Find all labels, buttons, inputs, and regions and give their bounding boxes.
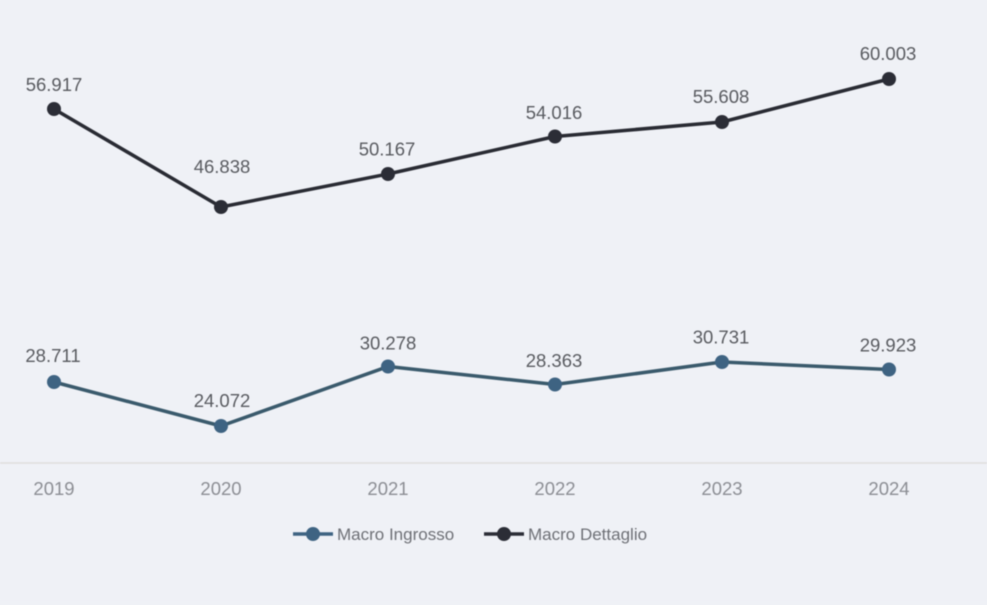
svg-text:Macro Ingrosso: Macro Ingrosso: [337, 525, 454, 544]
svg-text:Macro Dettaglio: Macro Dettaglio: [528, 525, 647, 544]
svg-text:55.608: 55.608: [693, 86, 750, 107]
svg-text:60.003: 60.003: [860, 43, 917, 64]
svg-text:2021: 2021: [367, 478, 408, 499]
svg-text:30.278: 30.278: [360, 333, 417, 354]
svg-text:28.711: 28.711: [25, 345, 80, 366]
svg-text:46.838: 46.838: [194, 156, 251, 177]
svg-text:2023: 2023: [701, 478, 742, 499]
svg-text:2022: 2022: [534, 478, 575, 499]
svg-text:2019: 2019: [33, 478, 74, 499]
svg-text:56.917: 56.917: [26, 74, 83, 95]
svg-text:54.016: 54.016: [526, 102, 583, 123]
svg-text:29.923: 29.923: [860, 335, 917, 356]
svg-text:2020: 2020: [200, 478, 241, 499]
svg-text:50.167: 50.167: [359, 139, 416, 160]
svg-text:24.072: 24.072: [194, 390, 251, 411]
svg-text:2024: 2024: [868, 478, 909, 499]
svg-text:28.363: 28.363: [526, 350, 583, 371]
svg-text:30.731: 30.731: [693, 327, 750, 348]
